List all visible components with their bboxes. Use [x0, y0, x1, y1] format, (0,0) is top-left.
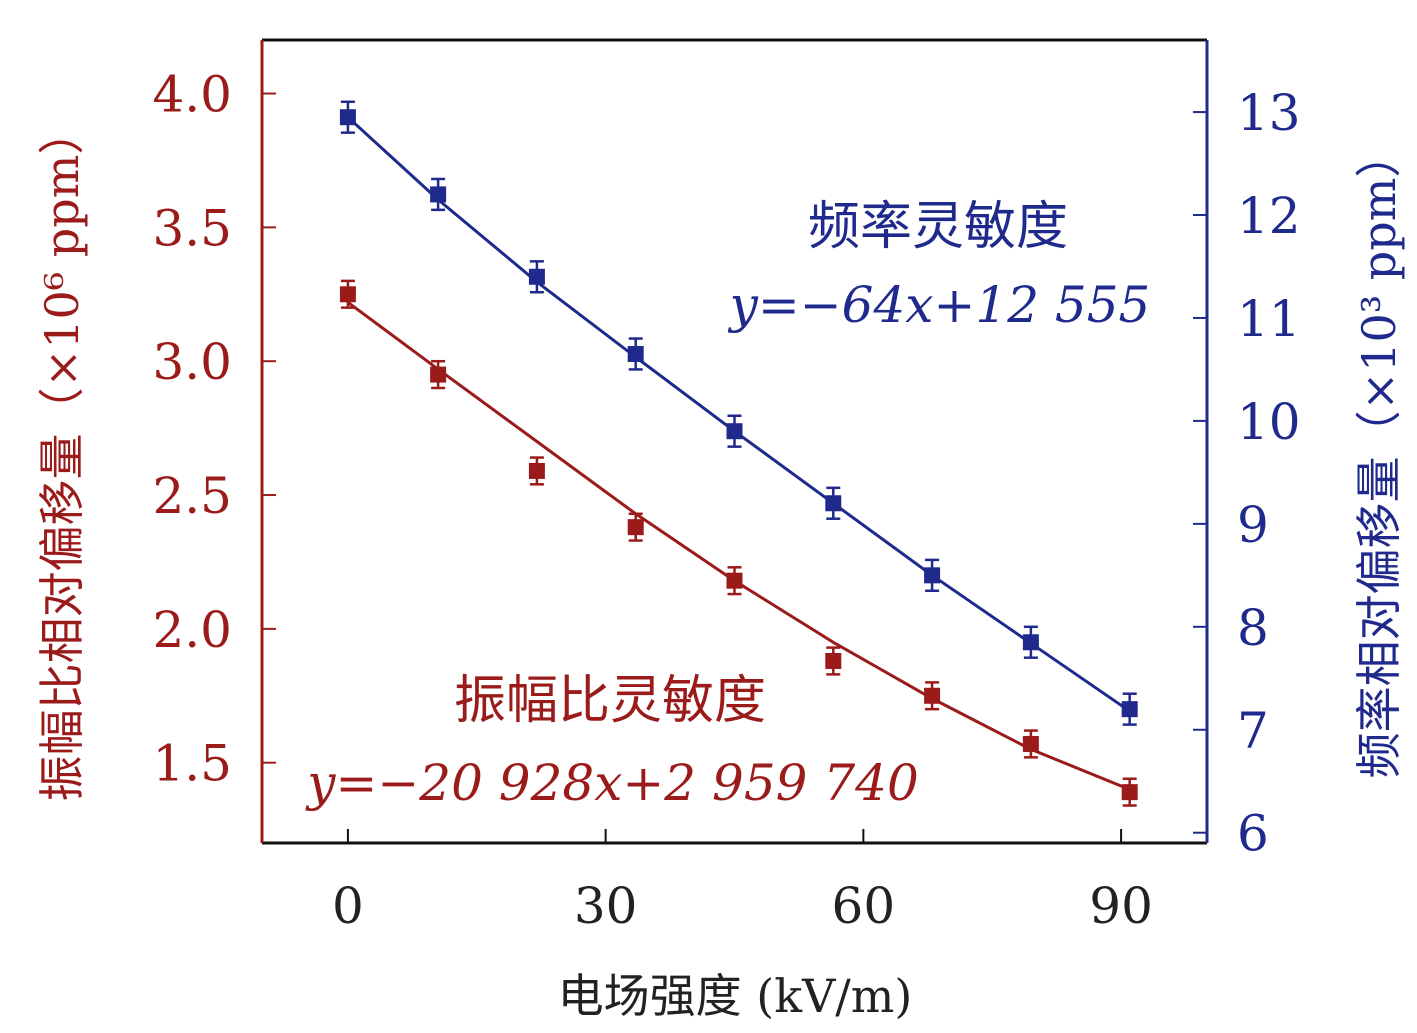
freq-series [339, 100, 1138, 726]
x-tick-label: 90 [1089, 877, 1153, 935]
right-tick-label: 9 [1237, 496, 1269, 554]
data-point [924, 687, 941, 704]
data-point [528, 462, 545, 479]
amp-fit-equation: y=−20 928x+2 959 740 [305, 754, 919, 812]
data-point [825, 495, 842, 512]
amp-series [339, 279, 1138, 807]
left-tick-label: 4.0 [152, 66, 232, 124]
amp-series-label: 振幅比灵敏度 [454, 671, 766, 731]
x-tick-label: 0 [332, 877, 364, 935]
series-layer [339, 100, 1138, 807]
right-tick-label: 11 [1237, 290, 1301, 348]
freq-series-label: 频率灵敏度 [808, 197, 1068, 257]
left-tick-label: 3.5 [152, 199, 232, 257]
left-axis-title: 振幅比相对偏移量（×10⁶ ppm） [35, 109, 89, 802]
data-point [825, 652, 842, 669]
data-point [1022, 634, 1039, 651]
data-point [1121, 701, 1138, 718]
x-tick-label: 30 [574, 877, 638, 935]
freq-fit-equation: y=−64x+12 555 [728, 276, 1151, 334]
data-point [726, 572, 743, 589]
data-point [430, 366, 447, 383]
data-point [430, 186, 447, 203]
x-tick-label: 60 [832, 877, 896, 935]
data-point [1022, 735, 1039, 752]
data-point [339, 286, 356, 303]
x-axis-title: 电场强度 (kV/m) [558, 969, 913, 1023]
data-point [627, 519, 644, 536]
data-point [924, 567, 941, 584]
left-tick-label: 2.5 [152, 467, 232, 525]
right-tick-label: 12 [1237, 187, 1301, 245]
data-point [339, 109, 356, 126]
data-point [726, 423, 743, 440]
right-tick-label: 13 [1237, 84, 1301, 142]
left-tick-label: 1.5 [152, 735, 232, 793]
left-tick-label: 2.0 [152, 601, 232, 659]
right-tick-label: 7 [1237, 702, 1269, 760]
right-tick-label: 6 [1237, 805, 1269, 863]
data-point [528, 268, 545, 285]
axes-layer: 0 30 60 90 1.5 2.0 2.5 3.0 3.5 4.0 6 7 8 9 10 11 12 13 [152, 38, 1301, 935]
data-point [1121, 784, 1138, 801]
data-point [627, 345, 644, 362]
right-axis-title: 频率相对偏移量（×10³ ppm） [1352, 132, 1406, 779]
right-tick-label: 10 [1237, 393, 1301, 451]
left-tick-label: 3.0 [152, 333, 232, 391]
right-tick-label: 8 [1237, 599, 1269, 657]
